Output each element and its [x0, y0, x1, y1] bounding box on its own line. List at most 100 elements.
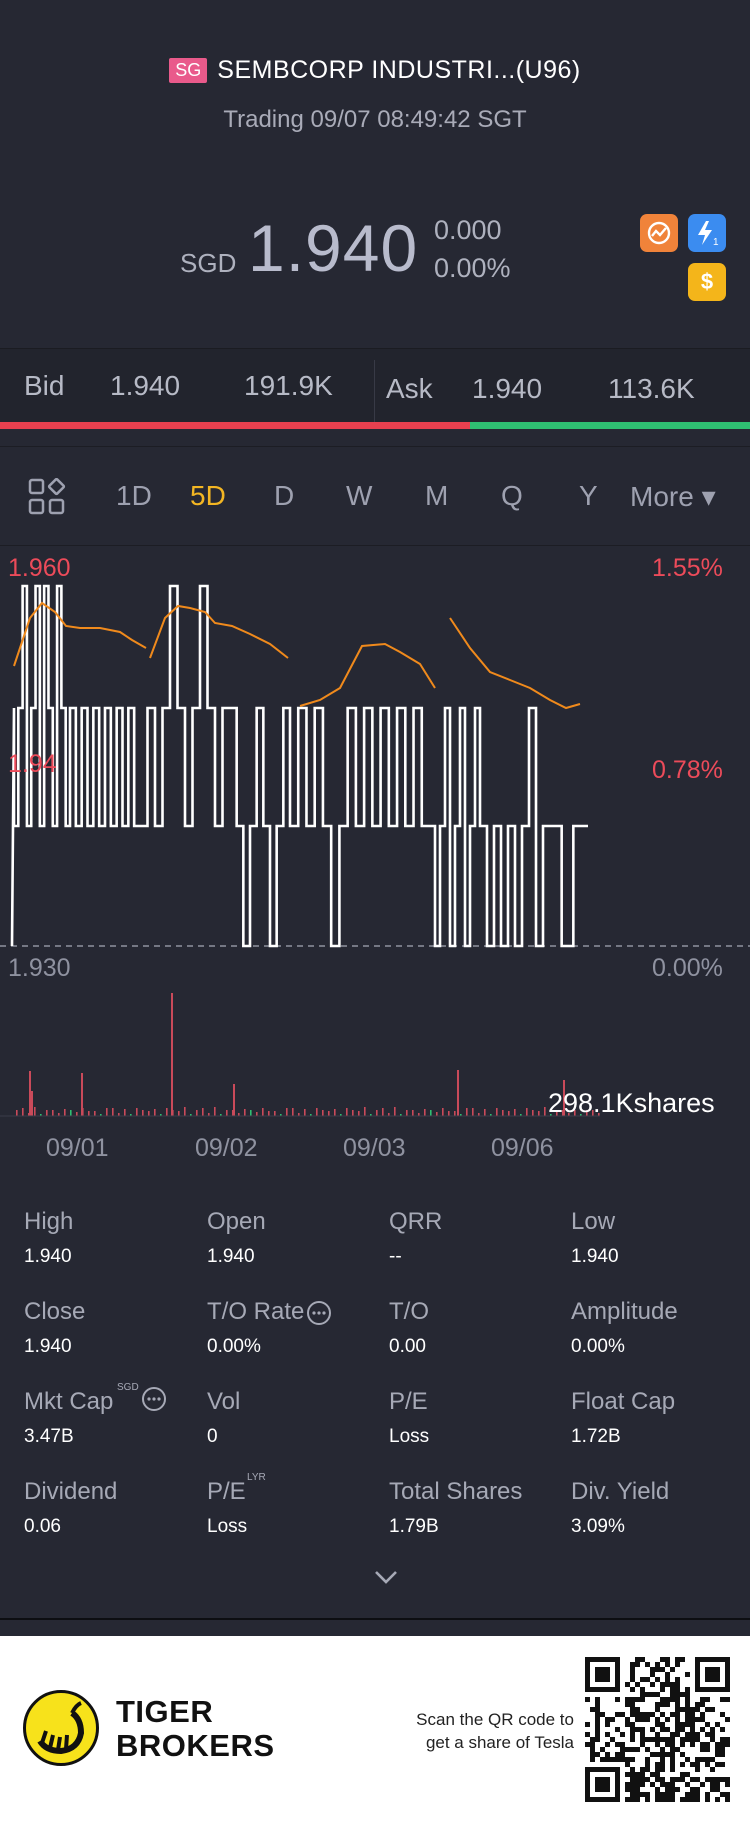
info-icon[interactable] [306, 1300, 332, 1331]
volume-bar [526, 1108, 528, 1116]
volume-bar [436, 1112, 438, 1116]
stat-label: Close [24, 1298, 86, 1325]
volume-bar [136, 1108, 138, 1116]
volume-bar [154, 1109, 156, 1116]
stat-label: Div. Yield [571, 1478, 670, 1505]
volume-bar [202, 1108, 204, 1116]
stat-label: P/E [389, 1388, 428, 1415]
volume-bar [58, 1113, 60, 1116]
lightning-icon[interactable]: 1 [688, 214, 726, 252]
stat-label: Float Cap [571, 1388, 676, 1415]
tab-more[interactable]: More ▾ [630, 481, 716, 512]
volume-bar [598, 1113, 600, 1116]
stat-label: QRR [389, 1208, 443, 1235]
volume-bar [148, 1111, 150, 1116]
volume-bar [532, 1110, 534, 1116]
volume-bar [496, 1108, 498, 1116]
stat-value: -- [389, 1246, 402, 1267]
tiger-logo [23, 1690, 99, 1766]
tab-y[interactable]: Y [579, 480, 598, 511]
footer-divider [0, 1618, 750, 1620]
stat-value: 1.940 [571, 1246, 619, 1267]
price-chart[interactable] [0, 548, 750, 1158]
brand-line-2: BROKERS [116, 1728, 275, 1763]
volume-bar [94, 1111, 96, 1116]
volume-bar [118, 1113, 120, 1116]
stat-value: 1.940 [24, 1246, 72, 1267]
volume-bar [124, 1109, 126, 1116]
volume-bar [250, 1110, 252, 1116]
tab-w[interactable]: W [346, 480, 373, 511]
stat-value: Loss [389, 1426, 430, 1447]
volume-bars [0, 993, 600, 1117]
volume-bar [424, 1109, 426, 1116]
brand-name: TIGER BROKERS [116, 1695, 275, 1763]
volume-bar [514, 1109, 516, 1116]
volume-bar [472, 1108, 474, 1116]
stock-title[interactable]: SEMBCORP INDUSTRI...(U96) [217, 56, 581, 84]
bid-label: Bid [24, 370, 65, 401]
volume-bar [220, 1114, 222, 1116]
tab-5d[interactable]: 5D [190, 480, 226, 511]
stat-label: Open [207, 1208, 266, 1235]
volume-bar [406, 1110, 408, 1116]
volume-bar [563, 1080, 565, 1116]
price-change-pct: 0.00% [434, 253, 511, 283]
volume-bar [34, 1107, 36, 1116]
volume-bar [310, 1114, 312, 1116]
volume-bar [106, 1108, 108, 1116]
volume-bar [16, 1110, 18, 1116]
price-series-line [10, 584, 588, 948]
volume-bar [442, 1108, 444, 1116]
volume-bar [502, 1110, 504, 1116]
volume-bar [286, 1108, 288, 1116]
volume-bar [268, 1111, 270, 1116]
volume-bar [70, 1110, 72, 1116]
y-axis-left-mid: 1.94 [8, 750, 57, 778]
volume-bar [538, 1111, 540, 1116]
stat-value: 1.940 [207, 1246, 255, 1267]
stat-value: 1.79B [389, 1516, 439, 1537]
volume-bar [364, 1107, 366, 1116]
stat-value: 1.72B [571, 1426, 621, 1447]
tab-d[interactable]: D [274, 480, 295, 511]
volume-bar [448, 1111, 450, 1116]
quote-header [0, 0, 750, 348]
volume-bar [40, 1114, 42, 1116]
volume-bar [520, 1114, 522, 1116]
stat-label: Total Shares [389, 1478, 523, 1505]
scan-prompt: Scan the QR code to get a share of Tesla [380, 1708, 574, 1754]
avg-series-line [449, 617, 581, 710]
tab-m[interactable]: M [425, 480, 449, 511]
volume-bar [586, 1110, 588, 1116]
volume-bar [394, 1107, 396, 1116]
stat-value: 0.00% [207, 1336, 261, 1357]
volume-bar [22, 1108, 24, 1116]
stat-label: P/E [207, 1478, 246, 1505]
volume-bar [184, 1107, 186, 1116]
expand-chevron-icon[interactable] [373, 1568, 399, 1591]
volume-bar [358, 1111, 360, 1116]
volume-bar [256, 1112, 258, 1116]
tab-1d[interactable]: 1D [116, 480, 152, 511]
volume-bar [370, 1114, 372, 1116]
volume-bar [382, 1108, 384, 1116]
stat-label: High [24, 1208, 74, 1235]
trading-status: Trading 09/07 08:49:42 SGT [223, 106, 527, 133]
chart-badge-icon[interactable] [640, 214, 678, 252]
volume-bar [76, 1112, 78, 1116]
volume-bar [112, 1108, 114, 1116]
chart-layout-icon[interactable] [28, 477, 66, 521]
dollar-icon[interactable]: $ [688, 263, 726, 301]
volume-bar [322, 1110, 324, 1116]
volume-bar [142, 1110, 144, 1116]
tab-q[interactable]: Q [501, 480, 523, 511]
lightning-count: 1 [713, 237, 719, 248]
scan-line-2: get a share of Tesla [425, 1733, 574, 1752]
volume-bar [484, 1109, 486, 1116]
info-icon[interactable] [141, 1386, 167, 1417]
volume-bar [592, 1110, 594, 1116]
stat-value: Loss [207, 1516, 248, 1537]
volume-bar [292, 1108, 294, 1116]
stat-value: 3.09% [571, 1516, 625, 1537]
